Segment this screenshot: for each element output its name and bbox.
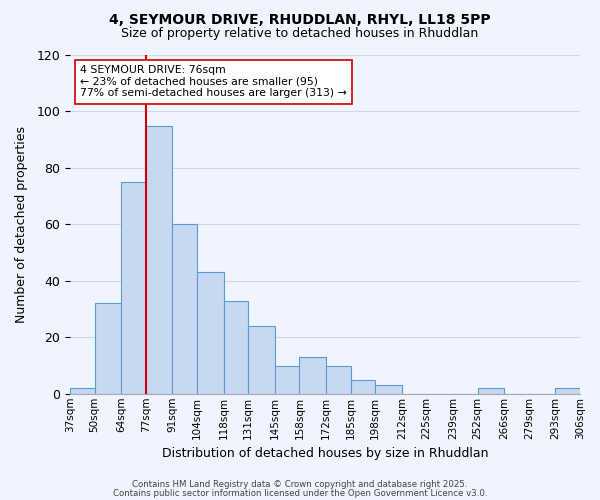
Bar [275,366,299,394]
Bar [375,386,402,394]
Bar [478,388,504,394]
Text: Size of property relative to detached houses in Rhuddlan: Size of property relative to detached ho… [121,28,479,40]
Bar [299,357,326,394]
Bar [248,326,275,394]
Bar [121,182,146,394]
Text: 4 SEYMOUR DRIVE: 76sqm
← 23% of detached houses are smaller (95)
77% of semi-det: 4 SEYMOUR DRIVE: 76sqm ← 23% of detached… [80,65,347,98]
Text: 4, SEYMOUR DRIVE, RHUDDLAN, RHYL, LL18 5PP: 4, SEYMOUR DRIVE, RHUDDLAN, RHYL, LL18 5… [109,12,491,26]
Text: Contains HM Land Registry data © Crown copyright and database right 2025.: Contains HM Land Registry data © Crown c… [132,480,468,489]
X-axis label: Distribution of detached houses by size in Rhuddlan: Distribution of detached houses by size … [162,447,488,460]
Bar [197,272,224,394]
Bar [556,388,580,394]
Text: Contains public sector information licensed under the Open Government Licence v3: Contains public sector information licen… [113,488,487,498]
Bar [326,366,350,394]
Bar [70,388,95,394]
Y-axis label: Number of detached properties: Number of detached properties [15,126,28,323]
Bar [224,300,248,394]
Bar [350,380,375,394]
Bar [95,304,121,394]
Bar [172,224,197,394]
Bar [146,126,172,394]
